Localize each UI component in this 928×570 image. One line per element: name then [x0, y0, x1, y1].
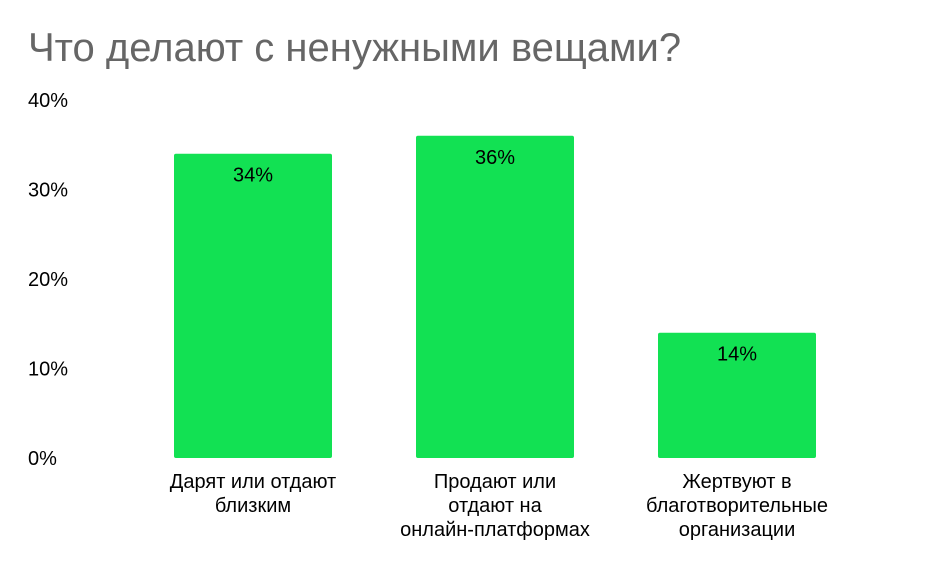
y-axis: 0% 10% 20% 30% 40% [28, 90, 68, 470]
data-label: 36% [475, 147, 515, 169]
x-tick-label: Жертвуют в благотворительные организации [646, 471, 828, 541]
data-label: 34% [233, 165, 273, 187]
bar [416, 135, 574, 459]
y-tick-label: 30% [28, 180, 68, 202]
x-tick-label: Продают или отдают на онлайн-платформах [400, 471, 590, 541]
bar [658, 332, 816, 458]
bar [174, 153, 332, 458]
chart-title: Что делают с ненужными вещами? [28, 26, 682, 70]
y-tick-label: 0% [28, 448, 57, 470]
x-axis: Дарят или отдают близким Продают или отдают… [170, 471, 828, 541]
data-label: 14% [717, 344, 757, 366]
y-tick-label: 10% [28, 359, 68, 381]
bars: 34% 36% 14% [174, 135, 816, 459]
y-tick-label: 40% [28, 90, 68, 112]
y-tick-label: 20% [28, 269, 68, 291]
x-tick-label: Дарят или отдают близким [170, 471, 336, 517]
